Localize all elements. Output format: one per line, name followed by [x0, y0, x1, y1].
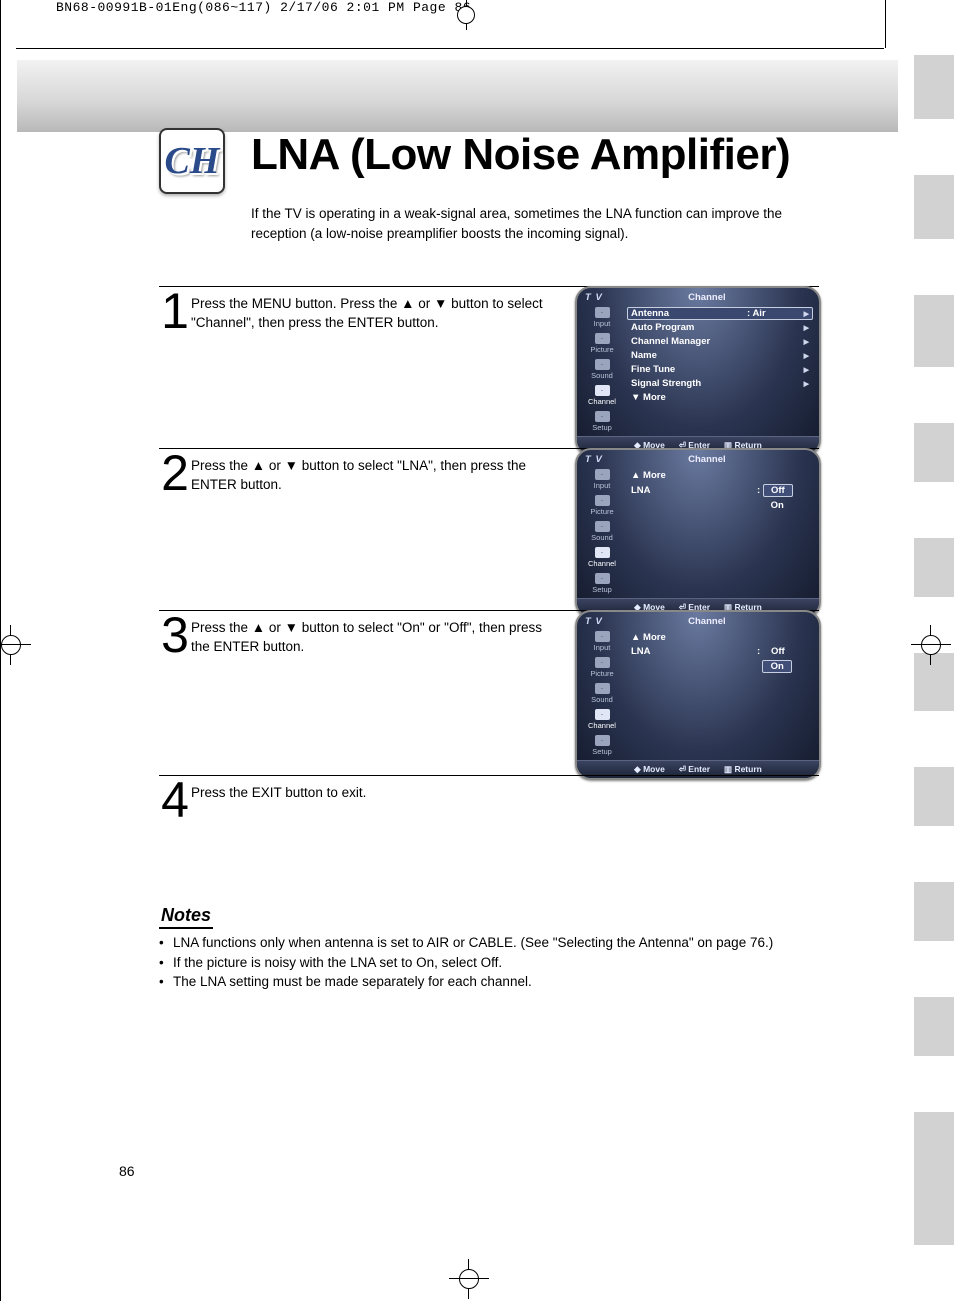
- osd-menu-item: Signal Strength▶: [627, 377, 813, 390]
- osd-side-input: ·Input: [577, 469, 627, 490]
- osd-side-input: ·Input: [577, 631, 627, 652]
- osd-side-channel: ·Channel: [577, 547, 627, 568]
- thumb-tab: [914, 1112, 954, 1245]
- osd-menu-item: ▼ More: [627, 391, 813, 404]
- osd-tv-label: T V: [585, 616, 603, 627]
- thumb-tab: [914, 423, 954, 482]
- registration-mark-left: [0, 625, 31, 665]
- osd-menu-item: Antenna: Air▶: [627, 307, 813, 320]
- step-text: Press the ▲ or ▼ button to select "LNA",…: [191, 455, 561, 495]
- intro-paragraph: If the TV is operating in a weak-signal …: [251, 204, 831, 243]
- osd-menu-item: Fine Tune▶: [627, 363, 813, 376]
- thumb-tab: [914, 997, 954, 1056]
- thumb-tab: [914, 295, 954, 367]
- thumb-tab: [914, 175, 954, 239]
- thumb-tab: [914, 538, 954, 597]
- osd-option-on: On: [762, 500, 792, 511]
- osd-tv-label: T V: [585, 454, 603, 465]
- osd-tv-label: T V: [585, 292, 603, 303]
- thumb-tab: [914, 882, 954, 941]
- osd-side-sound: ·Sound: [577, 359, 627, 380]
- step-text: Press the MENU button. Press the ▲ or ▼ …: [191, 293, 561, 333]
- step-4: 4 Press the EXIT button to exit.: [159, 775, 819, 823]
- step-number: 4: [159, 778, 191, 823]
- osd-menu-item: Auto Program▶: [627, 321, 813, 334]
- osd-side-picture: ·Picture: [577, 333, 627, 354]
- ch-badge: CH: [159, 128, 225, 194]
- osd-side-setup: ·Setup: [577, 573, 627, 594]
- note-item: LNA functions only when antenna is set t…: [159, 933, 819, 953]
- osd-title: Channel: [603, 292, 811, 303]
- osd-side-setup: ·Setup: [577, 735, 627, 756]
- crop-rule-top: [16, 48, 884, 49]
- osd-menu-item: Name▶: [627, 349, 813, 362]
- notes-heading: Notes: [159, 905, 213, 929]
- crop-mark-top: [457, 6, 475, 24]
- side-thumb-index: [914, 55, 954, 1301]
- ch-badge-text: CH: [165, 139, 220, 183]
- page-title: LNA (Low Noise Amplifier): [251, 130, 790, 180]
- osd-side-setup: ·Setup: [577, 411, 627, 432]
- osd-screenshot-2: T V Channel ·Input ·Picture ·Sound ·Channel…: [575, 448, 821, 618]
- osd-side-input: ·Input: [577, 307, 627, 328]
- registration-mark-right: [911, 625, 951, 665]
- note-item: If the picture is noisy with the LNA set…: [159, 953, 819, 973]
- osd-screenshot-1: T V Channel ·Input ·Picture ·Sound ·Channel…: [575, 286, 821, 456]
- step-number: 1: [159, 289, 191, 334]
- crop-header-text: BN68-00991B-01Eng(086~117) 2/17/06 2:01 …: [56, 0, 471, 15]
- osd-option-off: Off: [763, 646, 793, 657]
- registration-mark-bottom: [449, 1259, 489, 1299]
- osd-side-sound: ·Sound: [577, 683, 627, 704]
- step-text: Press the ▲ or ▼ button to select "On" o…: [191, 617, 561, 657]
- header-gradient-band: [17, 60, 898, 132]
- notes-section: Notes LNA functions only when antenna is…: [159, 905, 819, 992]
- osd-title: Channel: [603, 454, 811, 465]
- page-number: 86: [119, 1163, 135, 1179]
- osd-side-picture: ·Picture: [577, 657, 627, 678]
- note-item: The LNA setting must be made separately …: [159, 972, 819, 992]
- page: BN68-00991B-01Eng(086~117) 2/17/06 2:01 …: [0, 0, 954, 1301]
- step-text: Press the EXIT button to exit.: [191, 782, 561, 803]
- step-number: 2: [159, 451, 191, 496]
- thumb-tab: [914, 767, 954, 826]
- osd-screenshot-3: T V Channel ·Input ·Picture ·Sound ·Channel…: [575, 610, 821, 780]
- osd-title: Channel: [603, 616, 811, 627]
- step-number: 3: [159, 613, 191, 658]
- thumb-tab: [914, 55, 954, 119]
- osd-side-sound: ·Sound: [577, 521, 627, 542]
- osd-option-off: Off: [763, 484, 793, 497]
- osd-side-channel: ·Channel: [577, 709, 627, 730]
- crop-rule-right: [885, 0, 886, 48]
- osd-side-picture: ·Picture: [577, 495, 627, 516]
- osd-side-channel: ·Channel: [577, 385, 627, 406]
- osd-option-on: On: [762, 660, 792, 673]
- osd-menu-item: Channel Manager▶: [627, 335, 813, 348]
